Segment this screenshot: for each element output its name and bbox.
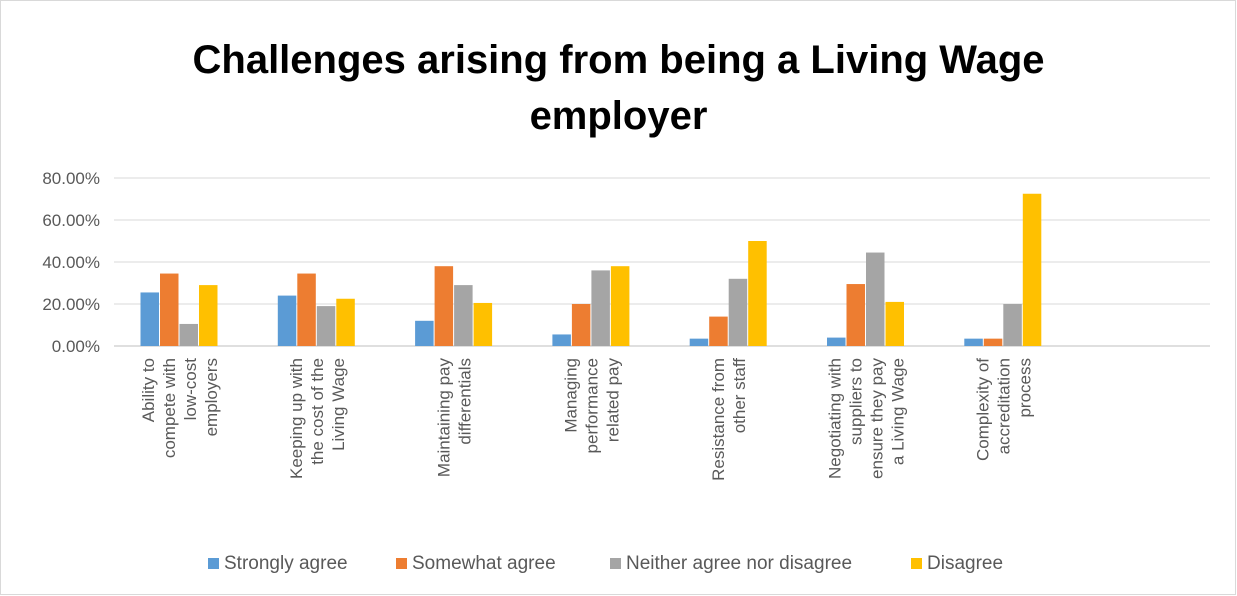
bar-somewhat-agree	[160, 274, 179, 346]
bar-neither-agree-nor-disagree	[317, 306, 336, 346]
bar-disagree	[474, 303, 493, 346]
bar-somewhat-agree	[847, 284, 866, 346]
category-label: related pay	[603, 358, 622, 443]
category-label: Negotiating with	[826, 358, 845, 479]
category-label: the cost of the	[308, 358, 327, 465]
legend-swatch	[911, 558, 922, 569]
y-tick-label: 0.00%	[52, 337, 100, 356]
bar-strongly-agree	[552, 334, 571, 346]
bar-somewhat-agree	[435, 266, 454, 346]
bar-strongly-agree	[690, 339, 709, 346]
bar-strongly-agree	[827, 338, 846, 346]
bar-disagree	[336, 299, 355, 346]
bar-disagree	[611, 266, 630, 346]
category-label: Managing	[561, 358, 580, 433]
bar-disagree	[886, 302, 905, 346]
category-label: employers	[202, 358, 221, 436]
category-label: compete with	[160, 358, 179, 458]
bar-strongly-agree	[141, 292, 160, 346]
y-tick-label: 60.00%	[42, 211, 100, 230]
legend-swatch	[208, 558, 219, 569]
legend-label: Disagree	[927, 553, 1003, 574]
bar-disagree	[748, 241, 767, 346]
category-label: a Living Wage	[889, 358, 908, 465]
bar-neither-agree-nor-disagree	[1003, 304, 1022, 346]
legend-label: Strongly agree	[224, 553, 348, 574]
category-label: suppliers to	[847, 358, 866, 445]
bar-strongly-agree	[278, 296, 297, 346]
bar-neither-agree-nor-disagree	[729, 279, 748, 346]
bar-neither-agree-nor-disagree	[180, 324, 199, 346]
bar-neither-agree-nor-disagree	[866, 253, 885, 346]
category-label: process	[1015, 358, 1034, 418]
category-label: differentials	[456, 358, 475, 445]
bar-disagree	[1023, 194, 1042, 346]
bar-strongly-agree	[964, 339, 983, 346]
category-label: performance	[582, 358, 601, 453]
bar-neither-agree-nor-disagree	[591, 270, 610, 346]
category-label: low-cost	[181, 358, 200, 421]
category-label: other staff	[730, 358, 749, 434]
bar-strongly-agree	[415, 321, 434, 346]
bar-somewhat-agree	[709, 317, 728, 346]
category-label: Maintaining pay	[435, 358, 454, 478]
bar-somewhat-agree	[572, 304, 591, 346]
category-label: Complexity of	[973, 358, 992, 461]
category-label: accreditation	[994, 358, 1013, 454]
bar-neither-agree-nor-disagree	[454, 285, 473, 346]
y-tick-label: 20.00%	[42, 295, 100, 314]
bar-somewhat-agree	[984, 339, 1003, 346]
category-label: Resistance from	[709, 358, 728, 481]
bar-somewhat-agree	[297, 274, 316, 346]
legend-label: Somewhat agree	[412, 553, 556, 574]
category-label: Keeping up with	[287, 358, 306, 479]
y-tick-label: 40.00%	[42, 253, 100, 272]
y-tick-label: 80.00%	[42, 169, 100, 188]
category-label: ensure they pay	[868, 358, 887, 479]
category-label: Ability to	[139, 358, 158, 422]
bar-disagree	[199, 285, 218, 346]
legend-swatch	[610, 558, 621, 569]
legend-swatch	[396, 558, 407, 569]
legend-label: Neither agree nor disagree	[626, 553, 852, 574]
category-label: Living Wage	[329, 358, 348, 451]
